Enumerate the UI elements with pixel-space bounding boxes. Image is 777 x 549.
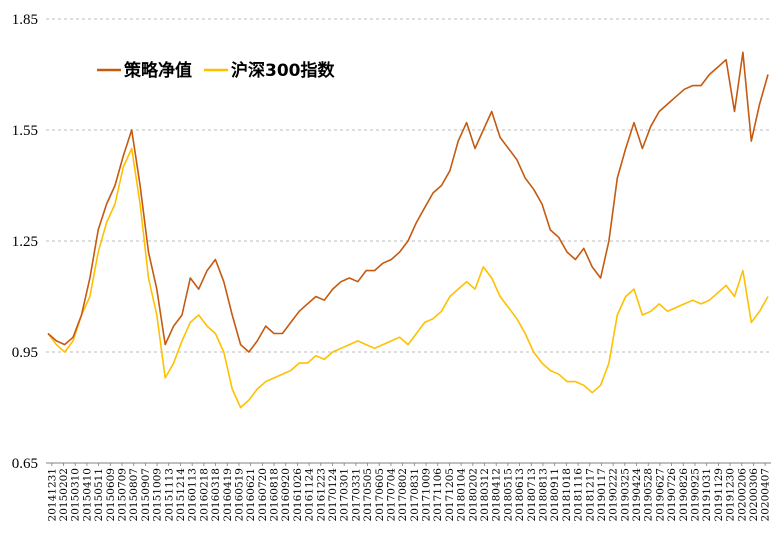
x-tick-label: 20150410 (81, 468, 93, 521)
x-tick-label: 20150907 (140, 468, 152, 521)
x-tick-label: 20191129 (713, 468, 725, 521)
x-tick-label: 20170331 (350, 468, 362, 521)
series-lines (47, 51, 769, 409)
x-tick-label: 20170704 (385, 468, 397, 522)
x-tick-label: 20151009 (152, 468, 164, 521)
x-tick-label: 20150511 (93, 468, 105, 521)
x-tick-label: 20190726 (666, 468, 678, 522)
x-tick-label: 20180312 (479, 468, 491, 521)
x-tick-label: 20180104 (456, 468, 468, 522)
x-tick-label: 20190627 (654, 468, 666, 521)
x-tick-label: 20170802 (397, 468, 409, 521)
x-tick-label: 20191230 (725, 468, 737, 521)
x-tick-label: 20181116 (573, 468, 585, 522)
x-tick-label: 20180813 (537, 468, 549, 521)
y-tick-label: 1.85 (12, 12, 38, 28)
x-tick-label: 20200206 (736, 468, 748, 522)
x-tick-label: 20180412 (491, 468, 503, 521)
x-tick-label: 20170505 (362, 468, 374, 521)
y-tick-label: 0.65 (12, 456, 38, 472)
x-tick-label: 20180613 (514, 468, 526, 521)
x-tick-label: 20171106 (432, 468, 444, 522)
x-tick-label: 20151214 (175, 468, 187, 522)
x-tick-label: 20160818 (269, 468, 281, 521)
y-axis: 0.65 0.95 1.25 1.55 1.85 (12, 12, 38, 472)
x-tick-label: 20160621 (245, 468, 257, 521)
x-tick-label: 20181217 (584, 468, 596, 521)
legend-label-strategy: 策略净值 (124, 60, 192, 81)
y-tick-label: 0.95 (12, 345, 38, 361)
x-tick-label: 20160920 (280, 468, 292, 521)
x-tick-label: 20190222 (608, 468, 620, 521)
y-tick-label: 1.25 (12, 234, 38, 250)
x-tick-label: 20150202 (58, 468, 70, 521)
x-tick-label: 20200306 (748, 468, 760, 522)
x-tick-label: 20160318 (210, 468, 222, 521)
x-tick-label: 20180911 (549, 468, 561, 521)
x-tick-label: 20190424 (631, 468, 643, 522)
x-tick-label: 20160419 (222, 468, 234, 521)
x-tick-label: 20170301 (339, 468, 351, 521)
x-tick-label: 20170831 (409, 468, 421, 521)
legend-item-strategy: 策略净值 (97, 60, 192, 81)
x-tick-label: 20180202 (467, 468, 479, 521)
x-tick-label: 20171009 (421, 468, 433, 521)
x-tick-label: 20150609 (105, 468, 117, 521)
x-tick-label: 20180713 (526, 468, 538, 521)
legend-label-hs300: 沪深300指数 (231, 60, 335, 81)
x-tick-label: 20160720 (257, 468, 269, 521)
x-tick-label: 20170124 (327, 468, 339, 522)
legend: 策略净值 沪深300指数 (97, 60, 335, 81)
x-tick-label: 20181018 (561, 468, 573, 521)
x-tick-label: 20141231 (46, 468, 58, 521)
x-tick-label: 20200407 (760, 468, 772, 521)
x-tick-label: 20170605 (374, 468, 386, 521)
series-line (47, 51, 769, 353)
x-tick-label: 20180515 (502, 468, 514, 521)
x-tick-label: 20190325 (619, 468, 631, 521)
x-tick-label: 20190117 (596, 468, 608, 521)
series-line (47, 147, 769, 409)
x-tick-label: 20150310 (70, 468, 82, 521)
x-tick-label: 20150807 (128, 468, 140, 521)
x-tick-label: 20161223 (315, 468, 327, 521)
x-tick-label: 20161026 (292, 468, 304, 522)
x-tick-label: 20191031 (701, 468, 713, 521)
x-tick-label: 20160519 (233, 468, 245, 521)
x-tick-label: 20161124 (304, 468, 316, 522)
x-tick-label: 20171205 (444, 468, 456, 521)
x-tick-label: 20150709 (117, 468, 129, 521)
x-tick-label: 20160218 (198, 468, 210, 521)
x-tick-label: 20190826 (678, 468, 690, 522)
x-axis: 20141231 20150202 20150310 20150410 20150511… (46, 462, 772, 522)
x-tick-label: 20151113 (163, 468, 175, 521)
y-tick-label: 1.55 (12, 123, 38, 139)
x-tick-label: 20190925 (689, 468, 701, 521)
x-tick-label: 20160113 (187, 468, 199, 521)
legend-item-hs300: 沪深300指数 (204, 60, 335, 81)
x-tick-label: 20190528 (643, 468, 655, 521)
